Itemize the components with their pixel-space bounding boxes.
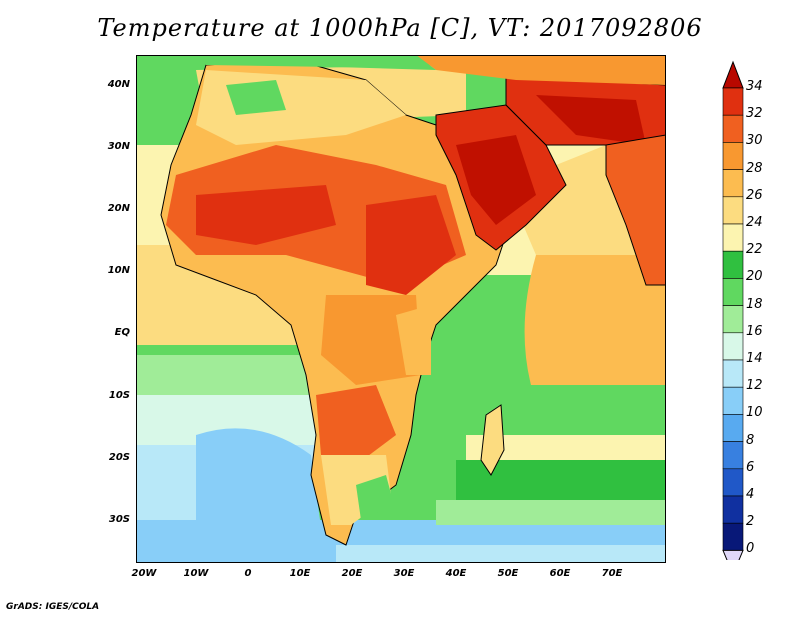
- colorbar-box: [722, 386, 744, 415]
- colorbar-box: [722, 169, 744, 198]
- lat-label: 20N: [107, 203, 130, 214]
- lon-label: 60E: [549, 568, 571, 579]
- map-frame: [136, 55, 666, 563]
- east-africa-highland: [396, 305, 431, 375]
- colorbar-tick-label: 30: [746, 133, 763, 149]
- colorbar-tick-label: 2: [746, 514, 755, 530]
- colorbar-tick-label: 28: [746, 160, 763, 176]
- colorbar-box: [722, 223, 744, 252]
- lon-label: 50E: [497, 568, 519, 579]
- colorbar-tick-label: 22: [746, 242, 763, 258]
- colorbar-box: [722, 441, 744, 470]
- lon-label: 0: [244, 568, 252, 579]
- north-band: [416, 55, 666, 85]
- colorbar-tick-label: 4: [746, 487, 755, 502]
- map-title: Temperature at 1000hPa [C], VT: 20170928…: [97, 14, 703, 42]
- lon-label: 20W: [131, 568, 157, 579]
- colorbar-tick-label: 32: [746, 106, 763, 122]
- ocean-band: [136, 355, 316, 395]
- lat-label: 40N: [107, 79, 130, 90]
- colorbar-under-arrow: [722, 549, 744, 560]
- drakensberg-green: [356, 475, 394, 520]
- lat-label: 10N: [107, 265, 130, 276]
- colorbar-tick-label: 24: [746, 215, 763, 230]
- lon-label: 20E: [341, 568, 363, 579]
- colorbar-box: [722, 87, 744, 116]
- colorbar-box: [722, 196, 744, 225]
- india-land: [605, 134, 666, 286]
- lon-label: 70E: [601, 568, 623, 579]
- lon-label: 30E: [393, 568, 415, 579]
- colorbar-tick-label: 8: [746, 432, 755, 448]
- colorbar-tick-label: 0: [746, 541, 755, 557]
- colorbar-over-arrow: [722, 60, 744, 89]
- kalahari-hot: [316, 385, 396, 465]
- colorbar-box: [722, 332, 744, 361]
- lat-label: 20S: [108, 452, 130, 463]
- colorbar-box: [722, 522, 744, 551]
- ocean-warm-pool: [524, 255, 666, 385]
- colorbar-tick-label: 16: [746, 323, 763, 339]
- colorbar-tick-label: 10: [746, 405, 763, 421]
- map-panel: [136, 55, 666, 563]
- colorbar-tick-label: 6: [746, 459, 755, 475]
- colorbar-box: [722, 468, 744, 497]
- colorbar-tick-label: 12: [746, 378, 763, 394]
- colorbar-tick-label: 26: [746, 187, 763, 203]
- colorbar-box: [722, 305, 744, 334]
- sahel-hot: [366, 195, 456, 295]
- europe-green: [196, 55, 436, 70]
- colorbar-box: [722, 414, 744, 442]
- iran-core: [536, 95, 646, 145]
- madagascar: [480, 404, 505, 476]
- ocean-band: [336, 545, 666, 563]
- colorbar-box: [722, 114, 744, 143]
- lon-label: 10E: [289, 568, 311, 579]
- colorbar-box: [722, 278, 744, 306]
- central-africa: [321, 295, 421, 385]
- credit-text: GrADS: IGES/COLA: [6, 602, 100, 612]
- lon-label: 40E: [445, 568, 467, 579]
- colorbar-box: [722, 495, 744, 524]
- colorbar-box: [722, 142, 744, 170]
- lat-label: 10S: [108, 390, 130, 401]
- lon-label: 10W: [183, 568, 209, 579]
- colorbar-tick-label: 14: [746, 351, 763, 366]
- colorbar-box: [722, 359, 744, 388]
- map-svg: [136, 55, 666, 563]
- colorbar-tick-label: 18: [746, 296, 763, 312]
- colorbar-tick-label: 20: [746, 269, 763, 285]
- colorbar: [722, 60, 744, 560]
- sahara-core: [196, 185, 336, 245]
- ocean-band: [436, 500, 666, 525]
- colorbar-box: [722, 250, 744, 279]
- arabia-core: [456, 135, 536, 225]
- lat-label: EQ: [114, 327, 130, 338]
- colorbar-tick-label: 34: [746, 79, 763, 94]
- atlas-green: [226, 80, 286, 115]
- lat-label: 30N: [107, 141, 130, 152]
- lat-label: 30S: [108, 514, 130, 525]
